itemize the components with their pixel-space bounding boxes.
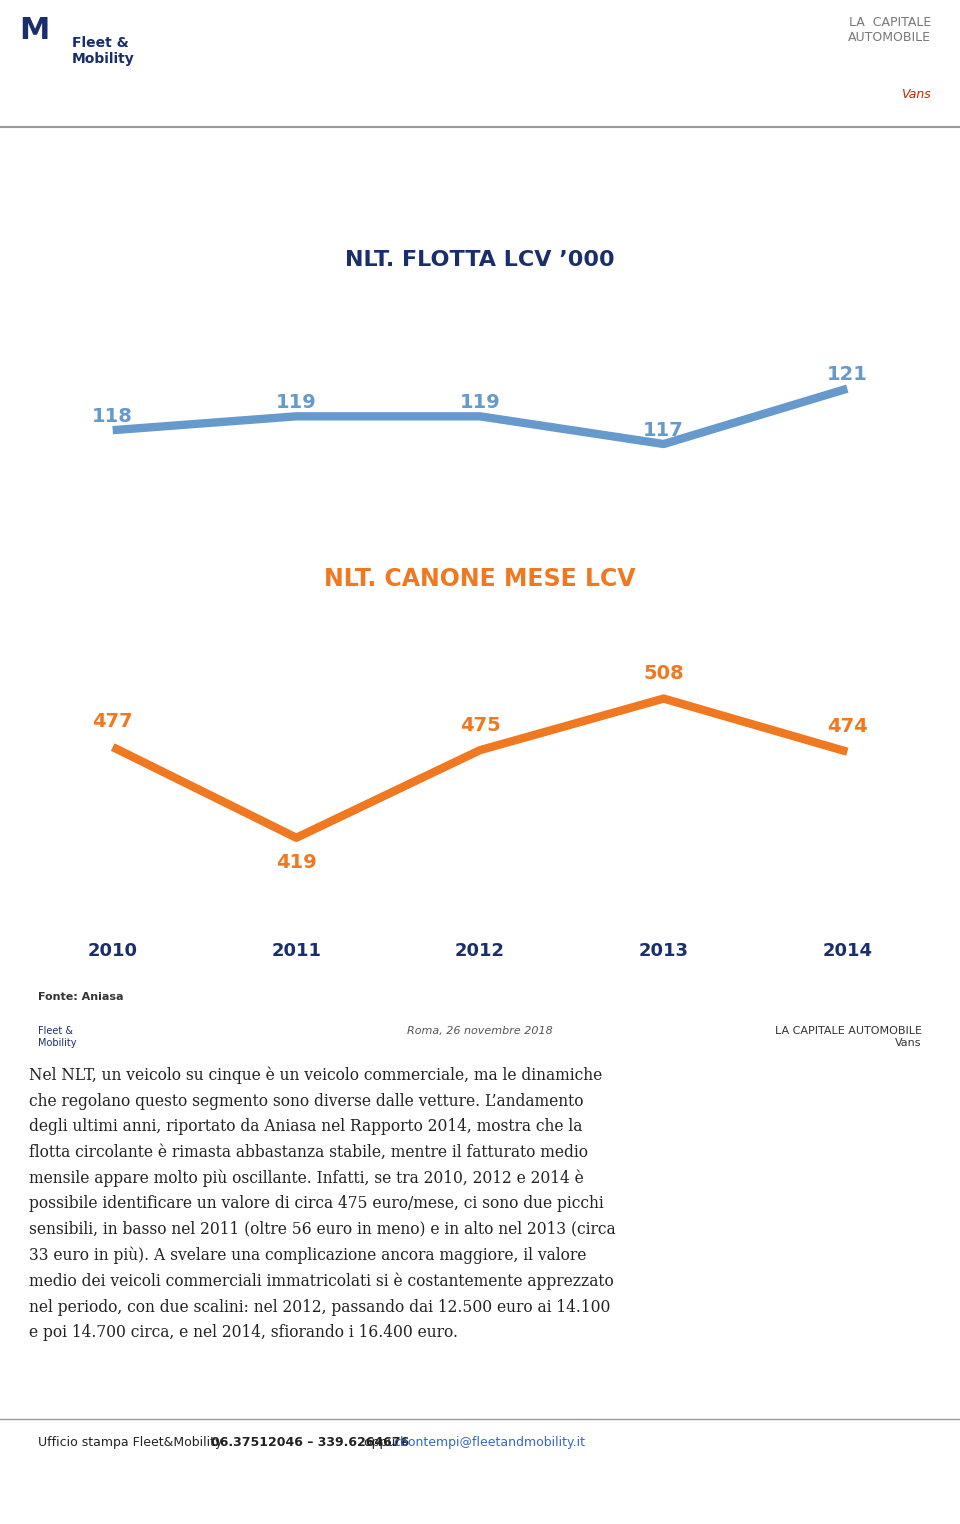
Text: 2014: 2014 [823, 942, 873, 960]
Text: 474: 474 [827, 718, 868, 736]
Text: 2010: 2010 [87, 942, 137, 960]
Text: cbontempi@fleetandmobility.it: cbontempi@fleetandmobility.it [394, 1436, 586, 1449]
Text: Fonte: Aniasa: Fonte: Aniasa [38, 992, 124, 1001]
Text: Ufficio stampa Fleet&Mobility:: Ufficio stampa Fleet&Mobility: [38, 1436, 230, 1449]
Text: 475: 475 [460, 716, 500, 735]
Text: M: M [19, 15, 50, 44]
Text: 477: 477 [92, 712, 133, 732]
Text: Vans: Vans [901, 88, 931, 101]
Text: Nel NLT, un veicolo su cinque è un veicolo commerciale, ma le dinamiche
che rego: Nel NLT, un veicolo su cinque è un veico… [29, 1067, 615, 1341]
Text: NLT. FLOTTA LCV ’000: NLT. FLOTTA LCV ’000 [346, 250, 614, 270]
Text: 121: 121 [827, 366, 868, 384]
Text: 508: 508 [643, 664, 684, 683]
Text: oppure: oppure [360, 1436, 412, 1449]
Text: LA  CAPITALE
AUTOMOBILE: LA CAPITALE AUTOMOBILE [849, 15, 931, 44]
Text: LA CAPITALE AUTOMOBILE
Vans: LA CAPITALE AUTOMOBILE Vans [775, 1026, 922, 1049]
Text: Roma, 26 novembre 2018: Roma, 26 novembre 2018 [407, 1026, 553, 1036]
Text: 2012: 2012 [455, 942, 505, 960]
Text: NLT. CANONE MESE LCV: NLT. CANONE MESE LCV [324, 567, 636, 591]
Text: 2011: 2011 [272, 942, 322, 960]
Text: Fleet &
Mobility: Fleet & Mobility [72, 37, 134, 67]
Text: 119: 119 [276, 393, 317, 411]
Text: 119: 119 [460, 393, 500, 411]
Text: 117: 117 [643, 421, 684, 440]
Text: 419: 419 [276, 853, 317, 872]
Text: 118: 118 [92, 407, 133, 427]
Text: 2013: 2013 [638, 942, 688, 960]
Text: 06.37512046 – 339.6264676: 06.37512046 – 339.6264676 [211, 1436, 409, 1449]
Text: Fleet &
Mobility: Fleet & Mobility [38, 1026, 77, 1049]
